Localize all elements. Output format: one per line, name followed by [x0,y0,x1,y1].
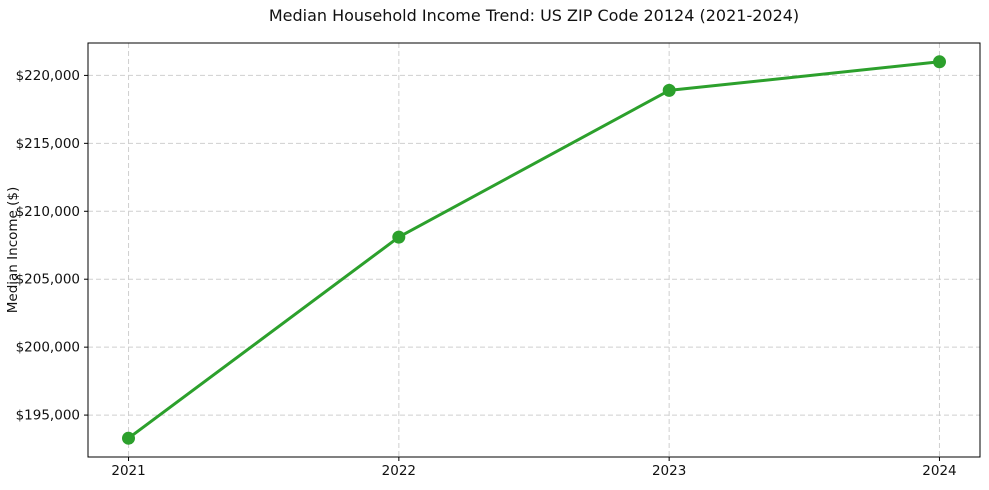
y-tick-label: $220,000 [16,68,80,84]
data-point [392,230,406,244]
plot-border [87,42,981,458]
x-tick-labels-group: 2021 2022 2023 2024 [111,463,956,479]
chart-title: Median Household Income Trend: US ZIP Co… [269,6,799,25]
data-line [127,60,941,440]
y-tick-labels-group: $195,000 $200,000 $205,000 $210,000 $215,000… [16,68,80,424]
x-tick-label: 2023 [652,463,686,479]
x-tick-label: 2024 [922,463,956,479]
y-tick-label: $195,000 [16,408,80,424]
y-tick-label: $210,000 [16,204,80,220]
data-series-group [122,55,946,445]
gridlines-group [88,43,980,457]
data-point [662,83,676,97]
x-tick-label: 2022 [382,463,416,479]
x-tick-label: 2021 [111,463,145,479]
y-axis-label: Median Income ($) [5,187,21,313]
y-tick-label: $215,000 [16,136,80,152]
y-tick-label: $200,000 [16,340,80,356]
y-tick-label: $205,000 [16,272,80,288]
tick-marks [84,74,940,461]
axes-spines [87,42,981,458]
data-point [933,55,946,69]
data-point [122,431,135,445]
